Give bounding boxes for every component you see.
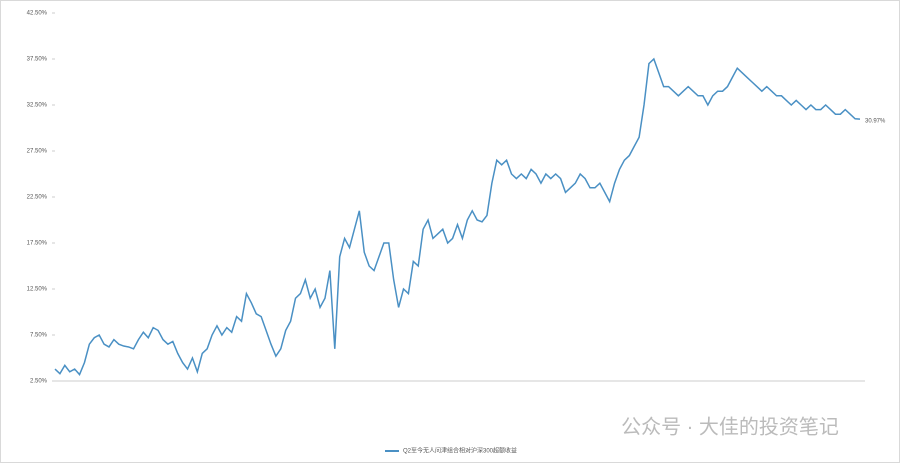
y-tick-label: 7.50% xyxy=(30,333,48,339)
legend-label: Q2至今无人问津组合相对沪深300超额收益 xyxy=(403,447,517,455)
y-tick-label: 42.50% xyxy=(27,11,48,17)
y-tick-label: 22.50% xyxy=(27,195,48,201)
y-tick-label: 17.50% xyxy=(27,241,48,247)
line-series xyxy=(54,57,861,376)
data-label: 30.97% xyxy=(865,119,886,125)
y-tick-label: 2.50% xyxy=(30,379,48,385)
watermark: 公众号 · 大佳的投资笔记 xyxy=(621,415,839,438)
y-tick-label: 27.50% xyxy=(27,149,48,155)
y-tick-label: 37.50% xyxy=(27,57,48,63)
y-tick-label: 12.50% xyxy=(27,287,48,293)
y-tick-label: 32.50% xyxy=(27,103,48,109)
